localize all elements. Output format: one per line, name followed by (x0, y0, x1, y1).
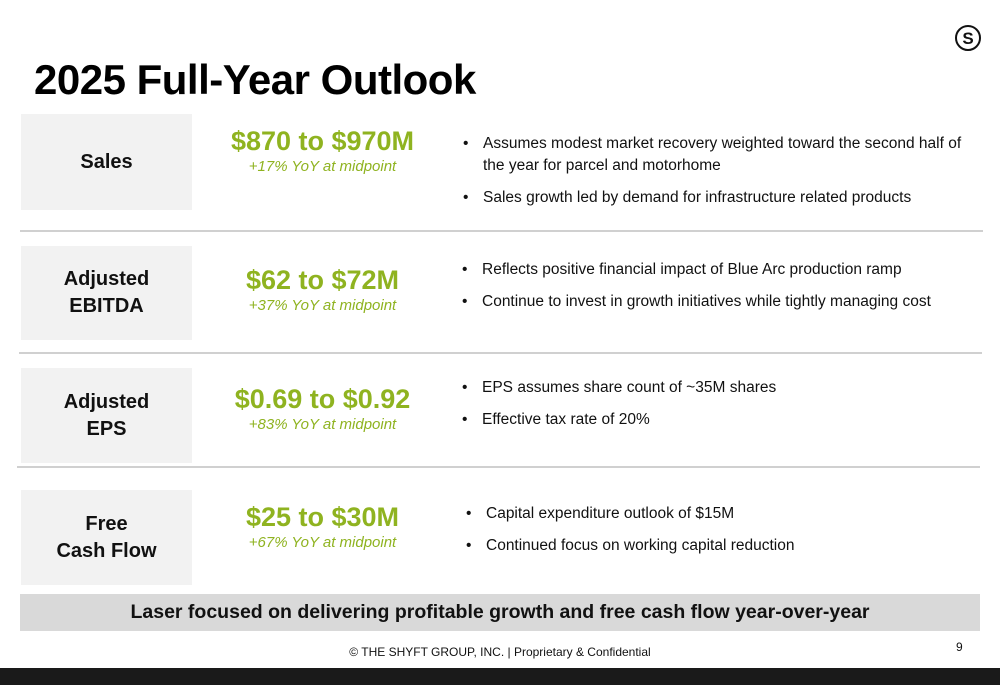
row-label-line: Sales (80, 150, 133, 173)
row-divider (17, 466, 980, 468)
fcf-figure: $25 to $30M +67% YoY at midpoint (195, 501, 450, 553)
eps-figure: $0.69 to $0.92 +83% YoY at midpoint (195, 383, 450, 435)
row-label-line: Cash Flow (56, 539, 157, 562)
ebitda-figure: $62 to $72M +37% YoY at midpoint (195, 264, 450, 316)
row-label-line: EBITDA (69, 295, 144, 317)
eps-range: $0.69 to $0.92 (234, 384, 411, 414)
row-label-adjusted-eps: Adjusted EPS (21, 368, 192, 463)
bullet-item: Assumes modest market recovery weighted … (463, 133, 973, 177)
row-label-free-cash-flow: Free Cash Flow (21, 490, 192, 585)
bullet-item: Continued focus on working capital reduc… (466, 535, 976, 557)
sales-figure: $870 to $970M +17% YoY at midpoint (195, 125, 450, 177)
bullet-item: Sales growth led by demand for infrastru… (463, 187, 973, 209)
fcf-bullets: Capital expenditure outlook of $15M Cont… (466, 503, 976, 567)
row-divider (19, 352, 982, 354)
bullet-item: EPS assumes share count of ~35M shares (462, 377, 972, 399)
page-title: 2025 Full-Year Outlook (34, 56, 476, 103)
row-label-sales: Sales (21, 114, 192, 210)
page-number: 9 (956, 640, 963, 654)
eps-yoy: +83% YoY at midpoint (248, 416, 397, 433)
row-label-line: Adjusted (63, 390, 150, 413)
bullet-item: Continue to invest in growth initiatives… (462, 291, 972, 313)
sales-range: $870 to $970M (230, 126, 415, 156)
summary-banner: Laser focused on delivering profitable g… (20, 594, 980, 631)
row-label-line: Free (85, 512, 128, 535)
footer-copyright: © THE SHYFT GROUP, INC. | Proprietary & … (349, 645, 651, 659)
fcf-range: $25 to $30M (245, 502, 400, 532)
bullet-item: Reflects positive financial impact of Bl… (462, 259, 972, 281)
row-divider (20, 230, 983, 232)
row-label-adjusted-ebitda: Adjusted EBITDA (21, 246, 192, 340)
bullet-item: Effective tax rate of 20% (462, 409, 972, 431)
row-label-line: EPS (86, 417, 127, 440)
bottom-bar (0, 668, 1000, 685)
sales-bullets: Assumes modest market recovery weighted … (463, 133, 973, 219)
logo-letter: S (962, 28, 974, 48)
ebitda-yoy: +37% YoY at midpoint (248, 297, 397, 314)
shyft-logo-icon: S (955, 25, 981, 51)
ebitda-bullets: Reflects positive financial impact of Bl… (462, 259, 972, 323)
bullet-item: Capital expenditure outlook of $15M (466, 503, 976, 525)
sales-yoy: +17% YoY at midpoint (248, 158, 397, 175)
row-label-line: Adjusted (63, 268, 150, 290)
ebitda-range: $62 to $72M (245, 265, 400, 295)
fcf-yoy: +67% YoY at midpoint (248, 534, 397, 551)
eps-bullets: EPS assumes share count of ~35M shares E… (462, 377, 972, 441)
